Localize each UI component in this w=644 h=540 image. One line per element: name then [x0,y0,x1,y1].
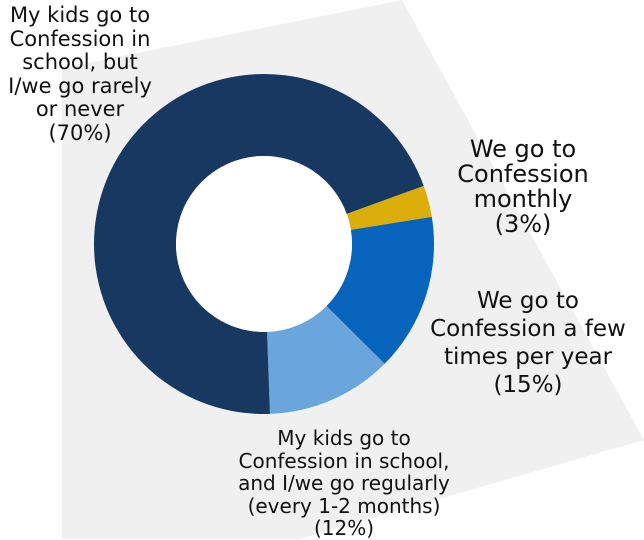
slice-label-rare: My kids go to Confession in school, but … [8,3,152,145]
slice-monthly [346,185,432,230]
slice-label-monthly: We go to Confession monthly (3%) [457,135,589,238]
donut-hole [176,156,352,332]
donut-slices [94,74,434,414]
slice-rare [94,74,424,414]
slice-label-regular: My kids go to Confession in school, and … [238,426,450,540]
slice-regular [267,306,385,414]
slice-label-few-times: We go to Confession a few times per year… [430,288,626,398]
slice-few-times [326,216,434,364]
